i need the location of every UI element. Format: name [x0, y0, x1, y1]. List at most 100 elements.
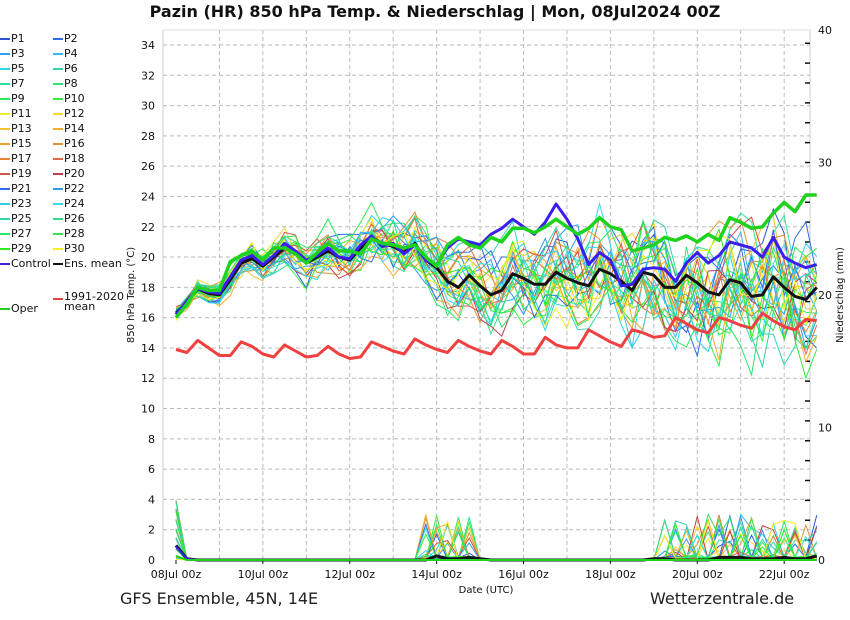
legend-swatch: [0, 68, 10, 70]
legend-label: P21: [11, 182, 32, 195]
legend-item-p11: P11: [0, 107, 32, 121]
legend-label: P5: [11, 62, 25, 75]
y2-tick-label: 30: [818, 157, 832, 170]
member-line-p22: [175, 215, 818, 351]
y2-tick-label: 40: [818, 24, 832, 37]
legend-item-p12: P12: [53, 107, 85, 121]
legend-swatch: [0, 158, 10, 160]
legend-item-p2: P2: [53, 32, 78, 46]
legend-item-p24: P24: [53, 197, 85, 211]
x-tick-label: 18Jul 00z: [585, 568, 636, 581]
legend-label: P3: [11, 47, 25, 60]
legend-item-p17: P17: [0, 152, 32, 166]
legend-label: P15: [11, 137, 32, 150]
legend-item-p1: P1: [0, 32, 25, 46]
legend-item-p25: P25: [0, 212, 32, 226]
temp-line-control: [174, 202, 818, 316]
member-line-p27: [175, 228, 818, 377]
legend-swatch: [53, 188, 63, 190]
legend-swatch: [53, 68, 63, 70]
x-tick-label: 20Jul 00z: [672, 568, 723, 581]
y-tick-label: 22: [141, 221, 155, 234]
x-axis-title: Date (UTC): [459, 585, 514, 596]
legend-item-ens-mean: Ens. mean: [53, 257, 122, 271]
legend-label: P25: [11, 212, 32, 225]
legend-item-p21: P21: [0, 182, 32, 196]
legend-swatch: [53, 38, 63, 40]
legend-swatch: [0, 218, 10, 220]
legend-label: P1: [11, 32, 25, 45]
precip-line-oper: [175, 555, 817, 561]
legend-label: P6: [64, 62, 78, 75]
legend-item-1991-2020-mean: 1991-2020 mean: [53, 291, 124, 312]
legend-label: P24: [64, 197, 85, 210]
y-tick-label: 14: [141, 342, 155, 355]
legend-swatch: [0, 83, 10, 85]
x-tick-label: 14Jul 00z: [411, 568, 462, 581]
legend-swatch: [0, 98, 10, 100]
legend-item-p9: P9: [0, 92, 25, 106]
chart-title: Pazin (HR) 850 hPa Temp. & Niederschlag …: [149, 2, 721, 21]
legend-label: P20: [64, 167, 85, 180]
y-tick-label: 18: [141, 281, 155, 294]
legend-swatch: [0, 188, 10, 190]
legend-swatch: [53, 297, 63, 300]
legend-item-p8: P8: [53, 77, 78, 91]
y-tick-label: 32: [141, 69, 155, 82]
legend-label: P2: [64, 32, 78, 45]
y2-axis-title: Niederschlag (mm): [835, 247, 846, 343]
x-tick-label: 22Jul 00z: [759, 568, 810, 581]
legend-swatch: [0, 38, 10, 40]
y-axis-title: 850 hPa Temp. (°C): [126, 247, 137, 343]
legend-swatch: [0, 233, 10, 235]
y2-tick-label: 10: [818, 422, 832, 435]
y-tick-label: 26: [141, 160, 155, 173]
y-tick-label: 6: [148, 463, 155, 476]
legend-item-p6: P6: [53, 62, 78, 76]
legend-item-p4: P4: [53, 47, 78, 61]
legend-swatch: [53, 53, 63, 55]
legend-label: P29: [11, 242, 32, 255]
member-line-p15: [175, 234, 818, 330]
legend-label: P14: [64, 122, 85, 135]
temp-line-1991-2020-mean: [175, 311, 817, 360]
legend-item-p30: P30: [53, 242, 85, 256]
x-tick-label: 08Jul 00z: [151, 568, 202, 581]
legend-label: P8: [64, 77, 78, 90]
legend-label: 1991-2020 mean: [64, 289, 124, 313]
legend-item-p16: P16: [53, 137, 85, 151]
legend-item-p20: P20: [53, 167, 85, 181]
legend-swatch: [53, 203, 63, 205]
legend-label: P28: [64, 227, 85, 240]
member-line-p30: [175, 231, 818, 331]
legend-label: P18: [64, 152, 85, 165]
legend-swatch: [0, 173, 10, 175]
legend-label: P16: [64, 137, 85, 150]
legend-item-p26: P26: [53, 212, 85, 226]
y-tick-label: 2: [148, 524, 155, 537]
legend-item-control: Control: [0, 257, 51, 271]
legend-label: P19: [11, 167, 32, 180]
legend-label: P7: [11, 77, 25, 90]
legend-item-p14: P14: [53, 122, 85, 136]
legend-item-p28: P28: [53, 227, 85, 241]
x-tick-label: 12Jul 00z: [324, 568, 375, 581]
legend-item-p3: P3: [0, 47, 25, 61]
y-tick-label: 10: [141, 403, 155, 416]
member-line-p4: [175, 229, 818, 339]
legend-item-oper: Oper: [0, 302, 38, 316]
y-tick-label: 20: [141, 251, 155, 264]
site-credit: Wetterzentrale.de: [650, 589, 795, 608]
legend-swatch: [53, 218, 63, 220]
legend-swatch: [53, 173, 63, 175]
legend-label: P26: [64, 212, 85, 225]
y2-tick-label: 0: [818, 554, 825, 567]
legend-item-p10: P10: [53, 92, 85, 106]
model-info: GFS Ensemble, 45N, 14E: [120, 589, 319, 608]
y2-tick-label: 20: [818, 289, 832, 302]
legend-label: P23: [11, 197, 32, 210]
legend-item-p27: P27: [0, 227, 32, 241]
legend-label: P12: [64, 107, 85, 120]
legend-label: P4: [64, 47, 78, 60]
y-tick-label: 30: [141, 100, 155, 113]
